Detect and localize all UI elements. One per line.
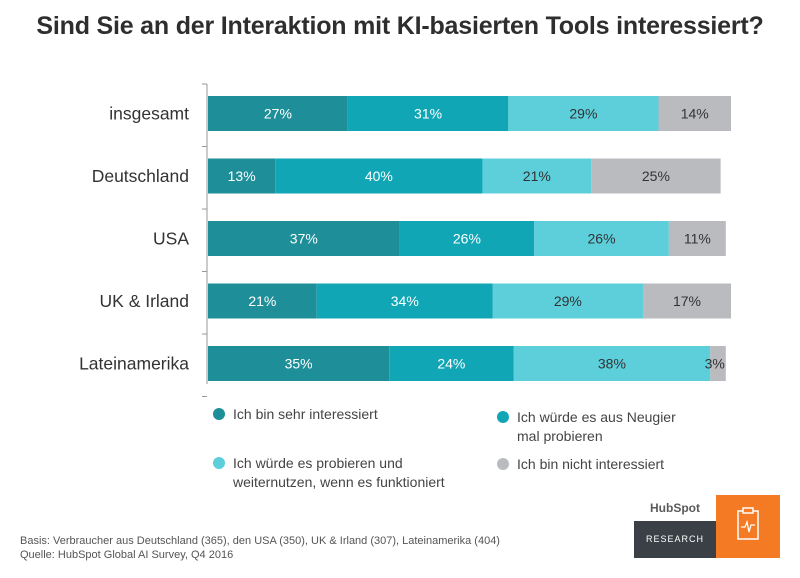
bar-value-label: 38% — [598, 356, 626, 372]
bar-value-label: 29% — [569, 106, 597, 122]
bar-value-label: 40% — [365, 168, 393, 184]
bar-segment — [710, 346, 726, 381]
bar-value-label: 11% — [684, 231, 711, 247]
bar-value-label: 3% — [705, 356, 725, 372]
bar-segment — [208, 283, 317, 319]
bar-value-label: 14% — [681, 106, 709, 122]
bar-value-label: 21% — [248, 293, 276, 309]
bar-value-label: 26% — [588, 231, 616, 247]
bar-segment — [642, 283, 731, 319]
bar-segment — [508, 96, 659, 131]
bar-segment — [275, 158, 483, 194]
legend-text-2b: mal probieren — [517, 428, 603, 444]
bar-value-label: 17% — [673, 293, 701, 309]
bar-segment — [208, 221, 400, 256]
bar-segment — [513, 346, 711, 381]
bar-value-label: 21% — [523, 168, 551, 184]
bar-segment — [399, 221, 535, 256]
category-label: USA — [153, 229, 189, 249]
bar-value-label: 35% — [285, 356, 313, 372]
legend-text-3b: weiternutzen, wenn es funktioniert — [233, 474, 445, 490]
stacked-bar-chart: insgesamt 27% 31% 29% 14% Deutschland 13% 40% 21… — [79, 83, 731, 397]
bar-segment — [668, 221, 726, 256]
bar-value-label: 26% — [453, 231, 481, 247]
bar-value-label: 24% — [437, 356, 465, 372]
bar-segment — [208, 96, 348, 131]
clipboard-icon — [716, 495, 780, 558]
footnote-source: Quelle: HubSpot Global AI Survey, Q4 201… — [20, 549, 234, 561]
bar-segment — [658, 96, 731, 131]
bar-segment — [316, 283, 493, 319]
bar-segment — [208, 346, 390, 381]
bar-segment — [492, 283, 643, 319]
bar-value-label: 13% — [228, 168, 256, 184]
footnote-basis: Basis: Verbraucher aus Deutschland (365)… — [20, 535, 500, 547]
bar-segment — [534, 221, 669, 256]
legend-text-1: Ich bin sehr interessiert — [233, 406, 378, 422]
bar-value-label: 34% — [391, 293, 419, 309]
category-label: insgesamt — [109, 104, 189, 124]
legend-text-3a: Ich würde es probieren und — [233, 455, 403, 471]
hubspot-logo: HubSpot — [634, 495, 716, 521]
bar-segment — [591, 158, 721, 194]
bar-value-label: 27% — [264, 106, 292, 122]
chart-title: Sind Sie an der Interaktion mit KI-basie… — [36, 12, 764, 40]
bar-segment — [482, 158, 592, 194]
category-label: Lateinamerika — [79, 354, 189, 374]
bar-segment — [389, 346, 514, 381]
bar-value-label: 31% — [414, 106, 442, 122]
bar-value-label: 25% — [642, 168, 670, 184]
category-label: UK & Irland — [100, 291, 189, 311]
category-label: Deutschland — [92, 166, 189, 186]
bar-value-label: 37% — [290, 231, 318, 247]
legend-dot-1 — [213, 408, 225, 420]
legend-dot-4 — [497, 458, 509, 470]
bar-segment — [208, 158, 276, 194]
research-label: RESEARCH — [634, 521, 716, 558]
legend-text-4: Ich bin nicht interessiert — [517, 456, 665, 472]
legend-text-2a: Ich würde es aus Neugier — [517, 409, 676, 425]
legend-dot-3 — [213, 457, 225, 469]
legend-dot-2 — [497, 411, 509, 423]
bar-value-label: 29% — [554, 293, 582, 309]
bar-segment — [347, 96, 509, 131]
